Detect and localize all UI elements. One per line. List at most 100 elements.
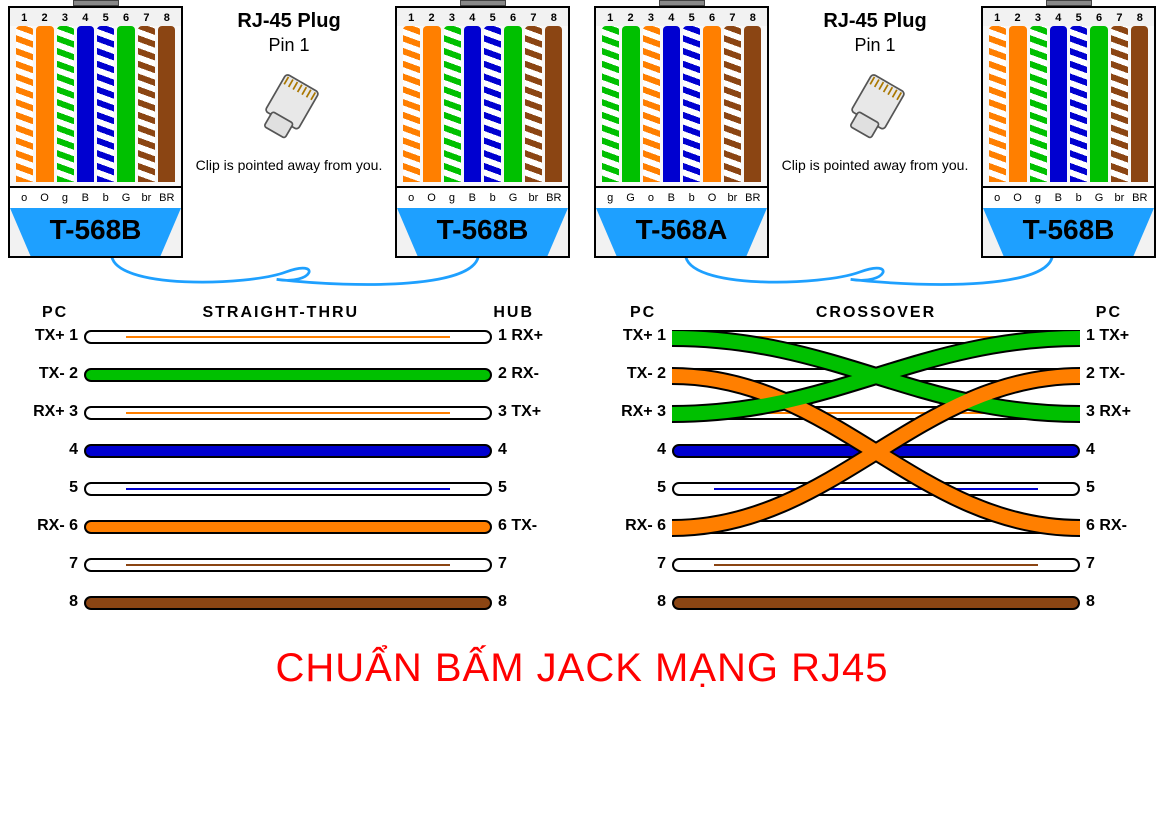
color-code: B: [662, 192, 682, 204]
pin-number: 5: [96, 12, 116, 24]
color-code: O: [1008, 192, 1028, 204]
plug-info-right: RJ-45 Plug Pin 1 Clip is pointed: [775, 8, 975, 174]
wire: [423, 26, 440, 182]
pin-label: 4: [596, 440, 666, 478]
pin-label: 8: [1086, 592, 1156, 630]
wire: [1111, 26, 1128, 182]
standard-label: T-568B: [983, 208, 1154, 256]
schematic-crossover: PC CROSSOVER PC TX+ 1TX- 2RX+ 345RX- 678…: [596, 304, 1156, 636]
connector-body: 12345678 gGoBbObrBR T-568A: [594, 6, 769, 258]
plug-icon: [246, 64, 332, 150]
wire: [744, 26, 761, 182]
color-code: O: [702, 192, 722, 204]
pin-number: 5: [682, 12, 702, 24]
wire: [444, 26, 461, 182]
color-code: br: [137, 192, 157, 204]
standard-label: T-568B: [10, 208, 181, 256]
connector-2: 12345678 oOgBbGbrBR T-568B: [395, 8, 570, 258]
pin-label: 5: [498, 478, 568, 516]
pin-label: 4: [1086, 440, 1156, 478]
color-code-row: oOgBbGbrBR: [983, 186, 1154, 208]
schem-mid-label: STRAIGHT-THRU: [202, 304, 359, 322]
schem-left-label: PC: [42, 304, 68, 322]
color-code: b: [682, 192, 702, 204]
schem-right-label: HUB: [493, 304, 534, 322]
wire-line: [84, 596, 492, 610]
pin-number: 7: [524, 12, 544, 24]
pin-number: 6: [503, 12, 523, 24]
schem-right-label: PC: [1096, 304, 1122, 322]
pin-label: TX+ 1: [596, 326, 666, 364]
pin-label: 1 TX+: [1086, 326, 1156, 364]
pin-label: 2 TX-: [1086, 364, 1156, 402]
pin-label: 1 RX+: [498, 326, 568, 364]
color-code: g: [1028, 192, 1048, 204]
color-code: O: [422, 192, 442, 204]
pin-label: 5: [1086, 478, 1156, 516]
connector-body: 12345678 oOgBbGbrBR T-568B: [395, 6, 570, 258]
pin-number: 7: [1110, 12, 1130, 24]
pin-labels-left: TX+ 1TX- 2RX+ 345RX- 678: [596, 326, 666, 630]
wire-line: [84, 406, 492, 420]
connectors-row: 12345678 oOgBbGbrBR T-568B RJ-45 Plug Pi…: [8, 8, 1156, 258]
color-code: G: [1089, 192, 1109, 204]
color-code: O: [35, 192, 55, 204]
clip-note: Clip is pointed away from you.: [775, 156, 975, 174]
pin-label: 6 RX-: [1086, 516, 1156, 554]
color-code: g: [442, 192, 462, 204]
pin-number: 4: [1049, 12, 1069, 24]
wire-accent: [126, 564, 449, 566]
color-code: b: [483, 192, 503, 204]
pin-label: 4: [498, 440, 568, 478]
color-code: BR: [157, 192, 177, 204]
wire-slots: [10, 26, 181, 186]
pin-number: 1: [987, 12, 1007, 24]
wire: [724, 26, 741, 182]
wire-accent: [126, 412, 449, 414]
crossover-overlay: [672, 330, 1080, 634]
pin-number: 6: [702, 12, 722, 24]
pin-labels-left: TX+ 1TX- 2RX+ 345RX- 678: [8, 326, 78, 630]
plug-title: RJ-45 Plug: [775, 10, 975, 33]
connector-body: 12345678 oOgBbGbrBR T-568B: [8, 6, 183, 258]
color-code: BR: [544, 192, 564, 204]
wire: [703, 26, 720, 182]
rj45-wiring-diagram: 12345678 oOgBbGbrBR T-568B RJ-45 Plug Pi…: [8, 8, 1156, 691]
pin-number: 7: [723, 12, 743, 24]
color-code: br: [723, 192, 743, 204]
pin-label: 7: [596, 554, 666, 592]
clip-note: Clip is pointed away from you.: [189, 156, 389, 174]
pin-number: 3: [442, 12, 462, 24]
pin-label: 4: [8, 440, 78, 478]
color-code: br: [1110, 192, 1130, 204]
pin-number: 1: [14, 12, 34, 24]
pin-label: 6 TX-: [498, 516, 568, 554]
color-code: o: [401, 192, 421, 204]
schematics-row: PC STRAIGHT-THRU HUB TX+ 1TX- 2RX+ 345RX…: [8, 304, 1156, 636]
pin-note: Pin 1: [189, 35, 389, 56]
wire: [97, 26, 114, 182]
pin-number-row: 12345678: [10, 10, 181, 26]
pin-number: 2: [422, 12, 442, 24]
connector-1: 12345678 oOgBbGbrBR T-568B: [8, 8, 183, 258]
wire: [1131, 26, 1148, 182]
pin-label: 7: [8, 554, 78, 592]
pin-number: 5: [1069, 12, 1089, 24]
wire: [484, 26, 501, 182]
wire-slots: [397, 26, 568, 186]
schem-mid-label: CROSSOVER: [816, 304, 936, 322]
pin-label: 8: [498, 592, 568, 630]
wire: [683, 26, 700, 182]
wire-accent: [126, 488, 449, 490]
wire: [504, 26, 521, 182]
pin-number: 8: [157, 12, 177, 24]
color-code: o: [987, 192, 1007, 204]
lines-area: [84, 330, 492, 636]
standard-label: T-568B: [397, 208, 568, 256]
wire-line: [84, 444, 492, 458]
pin-label: RX- 6: [596, 516, 666, 554]
pin-number-row: 12345678: [596, 10, 767, 26]
color-code: br: [524, 192, 544, 204]
pin-number: 2: [35, 12, 55, 24]
pin-number: 8: [544, 12, 564, 24]
